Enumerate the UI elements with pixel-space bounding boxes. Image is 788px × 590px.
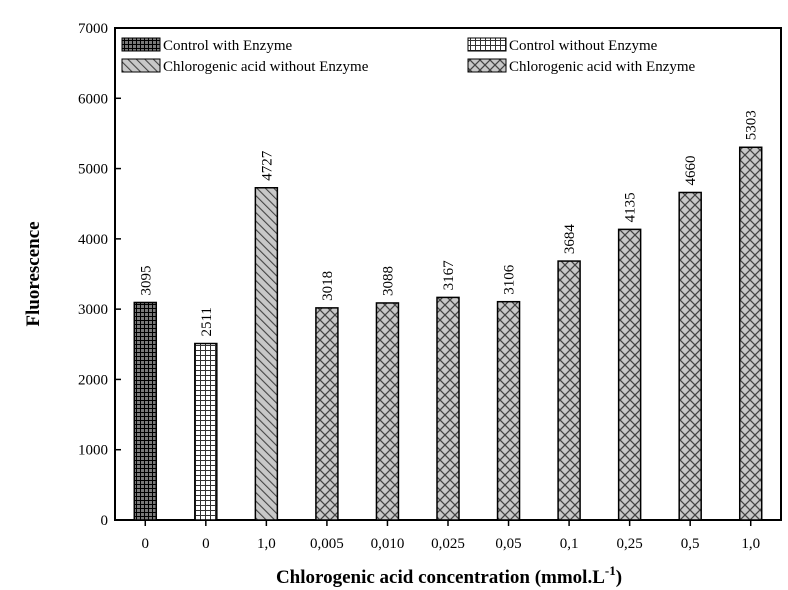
legend-swatch [467, 58, 507, 73]
bar [194, 342, 218, 521]
legend-label: Chlorogenic acid with Enzyme [509, 59, 696, 75]
bar [738, 146, 763, 521]
y-tick-label: 1000 [78, 443, 108, 459]
x-axis-title-close: ) [616, 567, 622, 588]
y-tick-label: 2000 [78, 372, 108, 388]
x-tick-label: 0 [202, 536, 210, 552]
x-tick-label: 0,25 [617, 536, 643, 552]
y-tick-label: 7000 [78, 21, 108, 37]
bar [617, 228, 642, 521]
data-label: 3684 [562, 224, 578, 255]
legend-swatch [121, 58, 161, 73]
x-tick-label: 0,025 [431, 536, 465, 552]
x-axis-title-superscript: -1 [605, 563, 616, 578]
data-label: 3095 [138, 265, 154, 295]
bar [557, 260, 581, 521]
legend-label: Control without Enzyme [509, 38, 658, 54]
bars [133, 146, 763, 521]
bar [678, 191, 702, 521]
bar [254, 187, 279, 521]
x-tick-label: 1,0 [257, 536, 276, 552]
y-tick-label: 5000 [78, 162, 108, 178]
data-label: 3088 [380, 266, 396, 296]
y-tick-label: 4000 [78, 232, 108, 248]
bar [496, 300, 521, 521]
bar [315, 307, 339, 521]
y-tick-label: 0 [101, 513, 109, 529]
legend-swatch [467, 37, 507, 52]
data-label: 5303 [744, 110, 760, 140]
legend: Control with Enzyme Control without Enzym… [121, 37, 696, 75]
data-label: 3167 [441, 260, 457, 291]
x-tick-label: 0,1 [560, 536, 579, 552]
legend-label: Control with Enzyme [163, 38, 292, 54]
y-tick-label: 3000 [78, 302, 108, 318]
x-axis-title-main: Chlorogenic acid concentration (mmol.L [276, 567, 605, 588]
legend-label: Chlorogenic acid without Enzyme [163, 59, 369, 75]
bar [436, 296, 460, 521]
y-axis-title: Fluorescence [23, 221, 44, 326]
data-label: 2511 [199, 307, 215, 336]
data-label: 3106 [502, 264, 518, 295]
x-tick-label: 0,5 [681, 536, 700, 552]
bar [375, 302, 400, 521]
x-tick-label: 0 [142, 536, 150, 552]
x-axis: 0 0 1,0 0,005 0,010 0,025 0,05 0,1 0,25 0,5 1,0 [142, 520, 760, 552]
bar [133, 301, 158, 521]
x-tick-label: 1,0 [741, 536, 760, 552]
legend-swatch [121, 37, 161, 52]
y-tick-label: 6000 [78, 91, 108, 107]
data-labels: 3095 2511 4727 3018 3088 3167 3106 3684 4135 4660… [138, 110, 759, 336]
x-tick-label: 0,005 [310, 536, 344, 552]
data-label: 4660 [683, 155, 699, 185]
x-tick-label: 0,05 [495, 536, 521, 552]
x-axis-title: Chlorogenic acid concentration (mmol.L-1… [276, 563, 622, 588]
data-label: 4135 [623, 192, 639, 222]
x-tick-label: 0,010 [371, 536, 405, 552]
data-label: 4727 [259, 150, 275, 181]
data-label: 3018 [320, 271, 336, 301]
y-axis: 0 1000 2000 3000 4000 5000 6000 7000 [78, 21, 121, 529]
